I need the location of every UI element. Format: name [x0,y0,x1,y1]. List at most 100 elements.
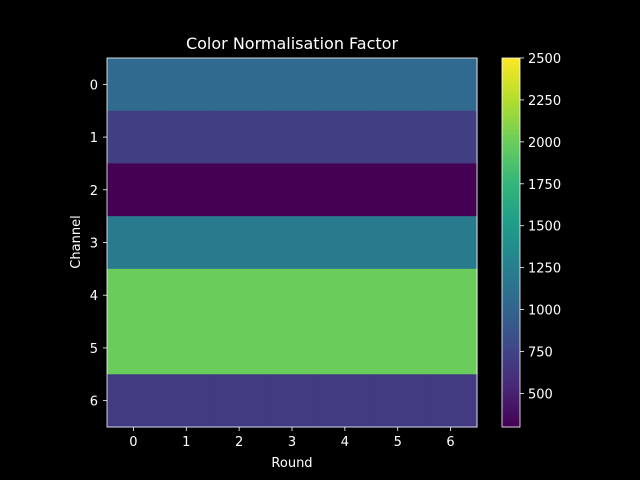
colorbar-segment [502,64,520,68]
colorbar-segment [502,230,520,234]
x-tick-label: 2 [235,435,243,450]
heatmap-cell [159,110,214,165]
x-tick-label: 0 [129,435,137,450]
heatmap-cell [159,374,214,428]
colorbar-segment [502,119,520,124]
colorbar-segment [502,165,520,170]
heatmap-cell [107,58,161,112]
colorbar-segment [502,264,520,268]
heatmap-cell [318,163,372,217]
x-tick-label: 1 [182,435,190,450]
colorbar-segment [502,359,520,364]
colorbar-segment [502,91,520,96]
heatmap-cell [265,58,320,112]
y-tick-label: 0 [90,78,98,93]
colorbar-segment [502,162,520,167]
heatmap-cell [212,268,267,323]
heatmap-cell [212,374,267,428]
chart-title: Color Normalisation Factor [186,34,398,53]
colorbar-segment [502,362,520,367]
colorbar-tick-label: 1250 [528,262,561,277]
colorbar-segment [502,177,520,182]
heatmap-cell [371,110,425,165]
colorbar-segment [502,147,520,151]
colorbar-segment [502,150,520,154]
colorbar-segment [502,260,520,265]
colorbar-segment [502,294,520,299]
colorbar-tick-label: 1500 [528,220,561,235]
colorbar-segment [502,61,520,65]
colorbar-segment [502,110,520,114]
heatmap-cell [371,163,425,217]
y-tick-label: 5 [90,342,98,357]
heatmap-cell [318,58,372,112]
heatmap-cell [424,163,478,217]
heatmap-cell [107,110,161,165]
colorbar-segment [502,79,520,84]
colorbar-segment [502,217,520,222]
heatmap-cell [371,268,425,323]
colorbar-segment [502,414,520,419]
colorbar-segment [502,214,520,219]
colorbar-segment [502,325,520,330]
heatmap-cell [424,321,478,375]
heatmap-cell [424,216,478,270]
y-axis-ticks: 0 1 2 3 4 5 6 [90,78,107,410]
colorbar-segment [502,184,520,188]
colorbar-tick-label: 2000 [528,136,561,151]
colorbar-segment [502,310,520,314]
x-axis-label: Round [271,456,312,471]
colorbar-segment [502,383,520,388]
heatmap-cell [318,374,372,428]
heatmap-cell [371,216,425,270]
heatmap-cell [212,163,267,217]
colorbar-segment [502,304,520,308]
colorbar-segment [502,307,520,311]
colorbar-segment [502,88,520,93]
colorbar-segment [502,125,520,130]
colorbar-segment [502,356,520,360]
colorbar-segment [502,334,520,339]
colorbar-segment [502,76,520,81]
heatmap-cell [318,110,372,165]
colorbar-segment [502,399,520,403]
colorbar-segment [502,233,520,237]
y-tick-label: 2 [90,184,98,199]
colorbar-segment [502,171,520,176]
y-tick-label: 1 [90,131,98,146]
colorbar-segment [502,380,520,385]
colorbar-segment [502,387,520,391]
heatmap-cell [424,268,478,323]
x-tick-label: 6 [446,435,454,450]
colorbar-segment [502,248,520,253]
colorbar-segment [502,288,520,293]
heatmap-cell [159,321,214,375]
heatmap-cell [212,110,267,165]
colorbar-segment [502,73,520,78]
colorbar-segment [502,58,520,62]
x-tick-label: 3 [288,435,296,450]
colorbar-tick-label: 750 [528,346,553,361]
colorbar-segment [502,337,520,342]
colorbar-segment [502,353,520,357]
colorbar-segment [502,420,520,425]
colorbar-segment [502,181,520,185]
heatmap-cell [265,110,320,165]
colorbar-segment [502,101,520,105]
colorbar-segment [502,236,520,241]
colorbar-segment [502,291,520,296]
colorbar-segment [502,107,520,111]
colorbar-segment [502,343,520,348]
heatmap-cell [265,321,320,375]
heatmap-cell [212,58,267,112]
colorbar-segment [502,156,520,161]
colorbar-segment [502,199,520,204]
heatmap-cell [159,216,214,270]
colorbar-segment [502,377,520,382]
colorbar-segment [502,322,520,327]
y-tick-label: 4 [90,289,98,304]
y-axis-label: Channel [69,215,84,268]
x-tick-label: 5 [394,435,402,450]
colorbar-segment [502,97,520,102]
